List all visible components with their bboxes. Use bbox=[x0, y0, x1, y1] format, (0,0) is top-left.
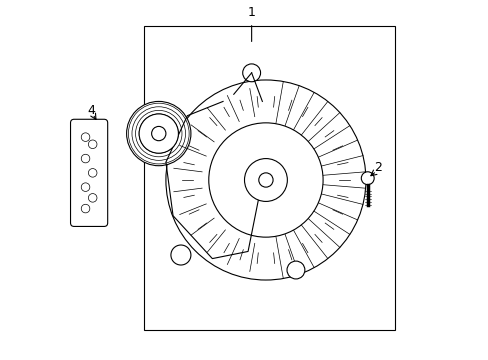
Circle shape bbox=[208, 123, 323, 237]
Circle shape bbox=[361, 172, 373, 185]
Circle shape bbox=[139, 114, 178, 153]
Circle shape bbox=[126, 102, 190, 166]
Circle shape bbox=[165, 80, 365, 280]
Circle shape bbox=[81, 183, 90, 192]
Circle shape bbox=[286, 261, 304, 279]
Text: 2: 2 bbox=[374, 161, 382, 174]
Circle shape bbox=[88, 140, 97, 149]
Circle shape bbox=[242, 64, 260, 82]
Circle shape bbox=[244, 158, 287, 202]
Circle shape bbox=[88, 168, 97, 177]
FancyBboxPatch shape bbox=[70, 119, 107, 226]
Circle shape bbox=[258, 173, 272, 187]
Circle shape bbox=[151, 126, 165, 141]
Circle shape bbox=[81, 154, 90, 163]
Circle shape bbox=[81, 204, 90, 213]
Text: 1: 1 bbox=[247, 6, 255, 19]
Circle shape bbox=[171, 245, 190, 265]
Text: 4: 4 bbox=[87, 104, 95, 117]
Circle shape bbox=[81, 133, 90, 141]
Bar bbox=[144, 26, 394, 330]
Circle shape bbox=[88, 194, 97, 202]
Text: 3: 3 bbox=[155, 132, 163, 145]
